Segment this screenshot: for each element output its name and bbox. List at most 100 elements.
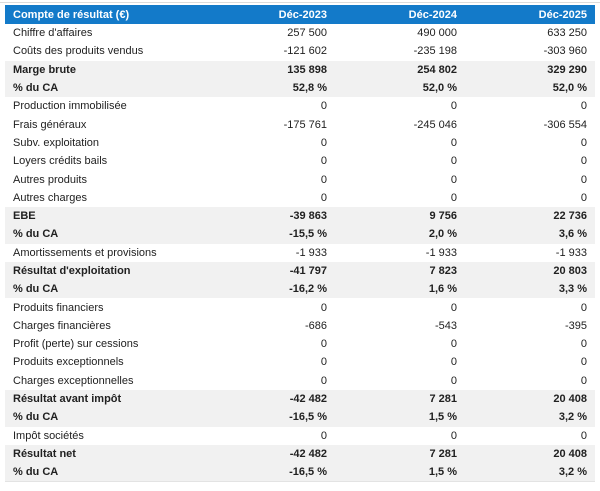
row-label: Résultat net bbox=[5, 444, 205, 464]
row-value-dec-2023: -16,2 % bbox=[205, 280, 335, 299]
table-row: % du CA -15,5 % 2,0 % 3,6 % bbox=[5, 225, 595, 244]
row-value-dec-2024: 0 bbox=[335, 97, 465, 116]
row-label: Impôt sociétés bbox=[5, 426, 205, 445]
row-value-dec-2025: 3,2 % bbox=[465, 408, 595, 427]
row-value-dec-2023: -686 bbox=[205, 316, 335, 336]
row-value-dec-2023: 0 bbox=[205, 97, 335, 116]
table-row: Production immobilisée 0 0 0 bbox=[5, 97, 595, 116]
table-row: Marge brute 135 898 254 802 329 290 bbox=[5, 60, 595, 79]
row-value-dec-2025: 3,2 % bbox=[465, 463, 595, 482]
table-row: % du CA -16,5 % 1,5 % 3,2 % bbox=[5, 408, 595, 427]
row-value-dec-2023: 135 898 bbox=[205, 60, 335, 79]
row-value-dec-2023: 0 bbox=[205, 298, 335, 317]
table-row: Résultat avant impôt -42 482 7 281 20 40… bbox=[5, 389, 595, 409]
table-row: Loyers crédits bails 0 0 0 bbox=[5, 152, 595, 171]
income-statement: Compte de résultat (€) Déc-2023 Déc-2024… bbox=[5, 5, 595, 483]
table-row: Produits financiers 0 0 0 bbox=[5, 298, 595, 317]
row-value-dec-2024: 0 bbox=[335, 298, 465, 317]
row-label: Chiffre d'affaires bbox=[5, 24, 205, 43]
row-value-dec-2024: 2,0 % bbox=[335, 225, 465, 244]
row-value-dec-2024: 1,5 % bbox=[335, 463, 465, 482]
row-value-dec-2024: -235 198 bbox=[335, 42, 465, 61]
row-value-dec-2024: 7 281 bbox=[335, 389, 465, 409]
row-label: % du CA bbox=[5, 408, 205, 427]
table-row: Autres charges 0 0 0 bbox=[5, 188, 595, 207]
row-label: Résultat avant impôt bbox=[5, 389, 205, 409]
row-value-dec-2025: 3,6 % bbox=[465, 225, 595, 244]
row-value-dec-2025: 0 bbox=[465, 152, 595, 171]
row-value-dec-2025: 20 408 bbox=[465, 389, 595, 409]
row-value-dec-2024: 490 000 bbox=[335, 24, 465, 43]
row-label: Profit (perte) sur cessions bbox=[5, 335, 205, 354]
row-value-dec-2025: 52,0 % bbox=[465, 78, 595, 98]
row-value-dec-2023: -16,5 % bbox=[205, 408, 335, 427]
table-row: Profit (perte) sur cessions 0 0 0 bbox=[5, 335, 595, 354]
header-row: Compte de résultat (€) Déc-2023 Déc-2024… bbox=[5, 5, 595, 24]
row-value-dec-2023: 52,8 % bbox=[205, 78, 335, 98]
row-label: Charges exceptionnelles bbox=[5, 371, 205, 390]
row-label: Loyers crédits bails bbox=[5, 152, 205, 171]
row-value-dec-2024: 7 281 bbox=[335, 444, 465, 464]
row-label: EBE bbox=[5, 206, 205, 226]
row-label: % du CA bbox=[5, 225, 205, 244]
row-value-dec-2023: 0 bbox=[205, 371, 335, 390]
row-value-dec-2025: 0 bbox=[465, 97, 595, 116]
row-label: Charges financières bbox=[5, 316, 205, 336]
row-value-dec-2024: 0 bbox=[335, 335, 465, 354]
row-value-dec-2024: 7 823 bbox=[335, 261, 465, 281]
row-value-dec-2025: 329 290 bbox=[465, 60, 595, 79]
row-value-dec-2023: -15,5 % bbox=[205, 225, 335, 244]
row-value-dec-2024: 9 756 bbox=[335, 206, 465, 226]
row-value-dec-2023: 0 bbox=[205, 426, 335, 445]
table-header: Compte de résultat (€) Déc-2023 Déc-2024… bbox=[5, 5, 595, 24]
row-value-dec-2024: 254 802 bbox=[335, 60, 465, 79]
row-value-dec-2023: 0 bbox=[205, 353, 335, 372]
row-value-dec-2025: 0 bbox=[465, 133, 595, 153]
table-row: Produits exceptionnels 0 0 0 bbox=[5, 353, 595, 372]
table-row: Impôt sociétés 0 0 0 bbox=[5, 426, 595, 445]
row-label: Autres produits bbox=[5, 170, 205, 189]
row-value-dec-2023: -175 761 bbox=[205, 115, 335, 134]
row-value-dec-2023: 0 bbox=[205, 335, 335, 354]
row-value-dec-2025: 20 408 bbox=[465, 444, 595, 464]
row-label: Produits exceptionnels bbox=[5, 353, 205, 372]
row-value-dec-2025: 0 bbox=[465, 170, 595, 189]
row-value-dec-2024: -543 bbox=[335, 316, 465, 336]
row-value-dec-2025: 0 bbox=[465, 335, 595, 354]
table-row: EBE -39 863 9 756 22 736 bbox=[5, 206, 595, 226]
header-col-dec-2024: Déc-2024 bbox=[335, 5, 465, 24]
table-row: Résultat d'exploitation -41 797 7 823 20… bbox=[5, 261, 595, 281]
row-value-dec-2024: 1,5 % bbox=[335, 408, 465, 427]
row-label: Autres charges bbox=[5, 188, 205, 207]
row-label: % du CA bbox=[5, 78, 205, 98]
row-value-dec-2025: 22 736 bbox=[465, 206, 595, 226]
row-label: Subv. exploitation bbox=[5, 133, 205, 153]
row-value-dec-2025: 0 bbox=[465, 371, 595, 390]
row-value-dec-2023: 0 bbox=[205, 170, 335, 189]
table-row: Autres produits 0 0 0 bbox=[5, 170, 595, 189]
row-label: Frais généraux bbox=[5, 115, 205, 134]
row-value-dec-2025: 20 803 bbox=[465, 261, 595, 281]
income-statement-table: Compte de résultat (€) Déc-2023 Déc-2024… bbox=[5, 5, 595, 483]
row-value-dec-2024: 0 bbox=[335, 152, 465, 171]
row-label: % du CA bbox=[5, 280, 205, 299]
row-value-dec-2024: 0 bbox=[335, 426, 465, 445]
table-body: Chiffre d'affaires 257 500 490 000 633 2… bbox=[5, 24, 595, 482]
row-label: Produits financiers bbox=[5, 298, 205, 317]
table-row: Chiffre d'affaires 257 500 490 000 633 2… bbox=[5, 24, 595, 43]
row-label: % du CA bbox=[5, 463, 205, 482]
row-label: Marge brute bbox=[5, 60, 205, 79]
row-value-dec-2023: -39 863 bbox=[205, 206, 335, 226]
table-row: Coûts des produits vendus -121 602 -235 … bbox=[5, 42, 595, 61]
row-value-dec-2025: 0 bbox=[465, 298, 595, 317]
row-value-dec-2023: -41 797 bbox=[205, 261, 335, 281]
table-row: % du CA -16,2 % 1,6 % 3,3 % bbox=[5, 280, 595, 299]
row-value-dec-2024: 0 bbox=[335, 353, 465, 372]
table-row: Charges financières -686 -543 -395 bbox=[5, 316, 595, 336]
row-value-dec-2023: 257 500 bbox=[205, 24, 335, 43]
row-value-dec-2023: -121 602 bbox=[205, 42, 335, 61]
row-value-dec-2025: 0 bbox=[465, 188, 595, 207]
row-value-dec-2024: 52,0 % bbox=[335, 78, 465, 98]
row-value-dec-2023: -1 933 bbox=[205, 243, 335, 262]
row-value-dec-2024: -245 046 bbox=[335, 115, 465, 134]
